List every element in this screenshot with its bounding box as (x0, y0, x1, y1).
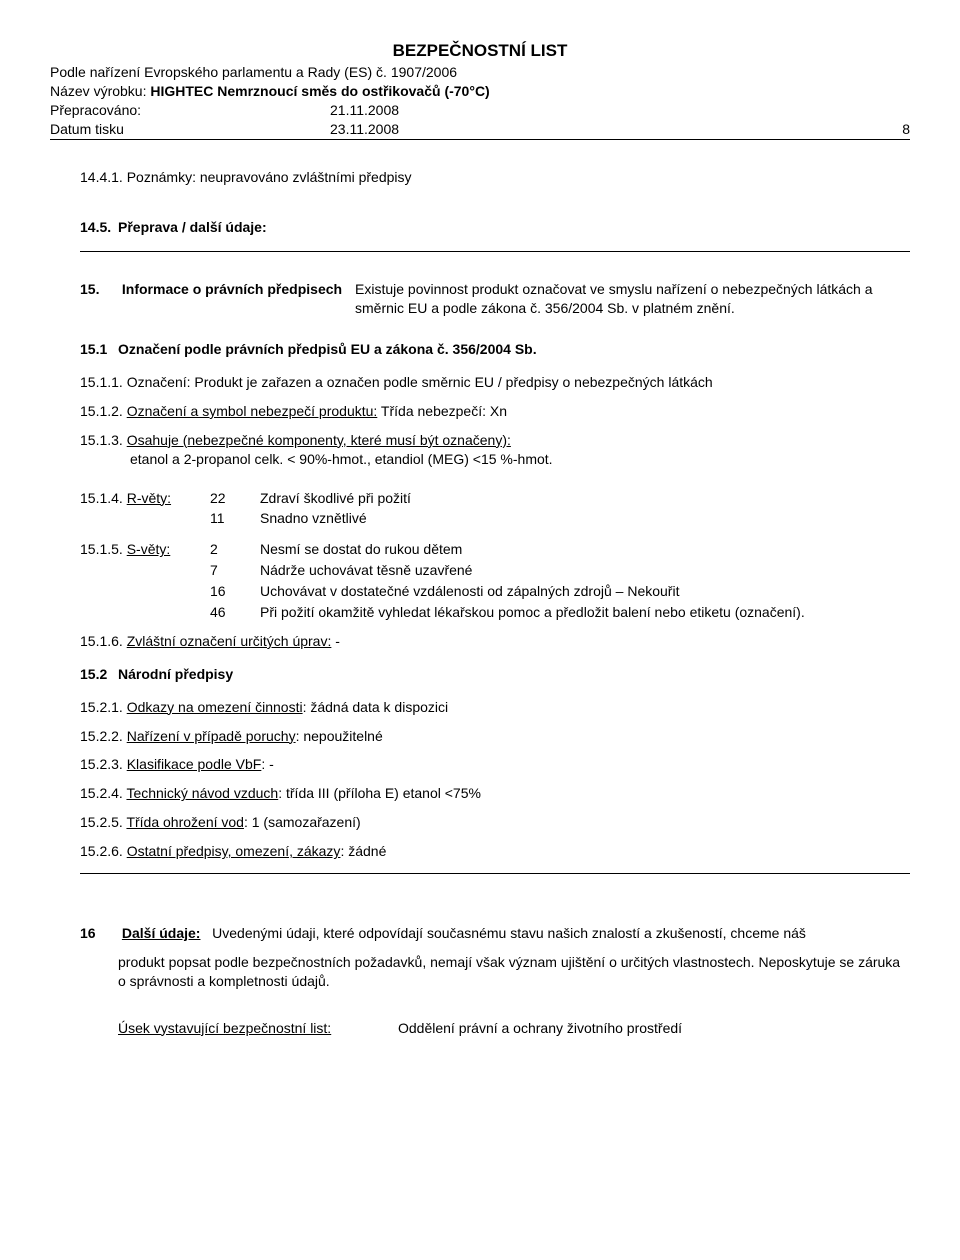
r-vety-block: 15.1.4. R-věty: 22 Zdraví škodlivé při p… (80, 489, 910, 529)
s-row-3-n: 46 (210, 603, 260, 622)
product-prefix: Název výrobku: (50, 83, 150, 99)
sec-15-1-3-u: Osahuje (nebezpečné komponenty, které mu… (127, 432, 511, 448)
sec-14-5: 14.5. Přeprava / další údaje: (80, 218, 910, 237)
r-prefix: 15.1.4. (80, 490, 127, 506)
doc-title: BEZPEČNOSTNÍ LIST (50, 40, 910, 63)
footer-row: Úsek vystavující bezpečnostní list: Oddě… (118, 1019, 910, 1038)
sec-15-1-2-prefix: 15.1.2. (80, 403, 127, 419)
footer-right: Oddělení právní a ochrany životního pros… (398, 1019, 910, 1038)
sec-14-4-1: 14.4.1. Poznámky: neupravováno zvláštním… (80, 168, 910, 187)
sec-15-body: Existuje povinnost produkt označovat ve … (355, 280, 910, 318)
document-header: BEZPEČNOSTNÍ LIST Podle nařízení Evropsk… (50, 40, 910, 140)
body-content: 14.4.1. Poznámky: neupravováno zvláštním… (80, 168, 910, 1038)
s-row-2-t: Uchovávat v dostatečné vzdálenosti od zá… (260, 582, 910, 601)
sec-15: 15. Informace o právních předpisech Exis… (80, 280, 910, 318)
sec-15-2-2: 15.2.2. Nařízení v případě poruchy: nepo… (80, 727, 910, 746)
sec-16: 16 Další údaje: Uvedenými údaji, které o… (80, 924, 910, 991)
s-row-1-n: 7 (210, 561, 260, 580)
r-row-0-n: 22 (210, 489, 260, 508)
s-vety-block: 15.1.5. S-věty: 2 Nesmí se dostat do ruk… (80, 540, 910, 622)
product-name: HIGHTEC Nemrznoucí směs do ostřikovačů (… (150, 83, 489, 99)
sec-15-2-1: 15.2.1. Odkazy na omezení činnosti: žádn… (80, 698, 910, 717)
sec-16-num: 16 (80, 924, 118, 943)
revised-label: Přepracováno: (50, 101, 330, 120)
sec-15-2-3: 15.2.3. Klasifikace podle VbF: - (80, 755, 910, 774)
sec-15-2-label: Národní předpisy (118, 665, 233, 684)
sec-15-1-6-tail: - (331, 633, 340, 649)
sec-15-1-3-body: etanol a 2-propanol celk. < 90%-hmot., e… (130, 450, 553, 469)
sec-15-1: 15.1 Označení podle právních předpisů EU… (80, 340, 910, 359)
print-label: Datum tisku (50, 120, 330, 139)
sec-15-1-6-prefix: 15.1.6. (80, 633, 127, 649)
sec-15-2-4: 15.2.4. Technický návod vzduch: třída II… (80, 784, 910, 803)
print-date: 23.11.2008 (330, 120, 610, 139)
revised-row: Přepracováno: 21.11.2008 (50, 101, 910, 120)
sec-15-2: 15.2 Národní předpisy (80, 665, 910, 684)
sec-16-label: Další údaje: (122, 925, 201, 941)
s-label: S-věty: (127, 541, 171, 557)
sec-14-4-1-text: Poznámky: neupravováno zvláštními předpi… (127, 169, 412, 185)
sec-15-1-2: 15.1.2. Označení a symbol nebezpečí prod… (80, 402, 910, 421)
sec-15-1-2-u: Označení a symbol nebezpečí produktu: (127, 403, 378, 419)
regulation-line: Podle nařízení Evropského parlamentu a R… (50, 63, 910, 82)
header-rule: Datum tisku 23.11.2008 8 (50, 120, 910, 140)
sec-14-5-num: 14.5. (80, 218, 118, 237)
r-row-1-t: Snadno vznětlivé (260, 509, 910, 528)
s-row-2-n: 16 (210, 582, 260, 601)
sec-15-1-2-tail: Třída nebezpečí: Xn (377, 403, 507, 419)
sec-15-2-5: 15.2.5. Třída ohrožení vod: 1 (samozařaz… (80, 813, 910, 832)
sec-15-1-6-u: Zvláštní označení určitých úprav: (127, 633, 332, 649)
s-prefix: 15.1.5. (80, 541, 127, 557)
revised-date: 21.11.2008 (330, 101, 610, 120)
footer-left: Úsek vystavující bezpečnostní list: (118, 1019, 398, 1038)
page-number: 8 (902, 120, 910, 139)
product-line: Název výrobku: HIGHTEC Nemrznoucí směs d… (50, 82, 910, 101)
sec-15-1-num: 15.1 (80, 340, 118, 359)
sec-15-1-6: 15.1.6. Zvláštní označení určitých úprav… (80, 632, 910, 651)
sec-15-1-3: 15.1.3. Osahuje (nebezpečné komponenty, … (80, 431, 910, 469)
sec-14-4-1-num: 14.4.1. (80, 169, 123, 185)
sec-15-1-1: 15.1.1. Označení: Produkt je zařazen a o… (80, 373, 910, 392)
sec-15-1-label: Označení podle právních předpisů EU a zá… (118, 340, 537, 359)
s-row-0-n: 2 (210, 540, 260, 559)
s-row-0-t: Nesmí se dostat do rukou dětem (260, 540, 910, 559)
r-row-1-n: 11 (210, 509, 260, 528)
sec-16-body-inline: Uvedenými údaji, které odpovídají součas… (212, 925, 806, 941)
sec-15-2-6: 15.2.6. Ostatní předpisy, omezení, zákaz… (80, 842, 910, 861)
sec-15-1-3-prefix: 15.1.3. (80, 432, 127, 448)
s-row-3-t: Při požití okamžitě vyhledat lékařskou p… (260, 603, 910, 622)
sec-15-num: 15. (80, 280, 118, 299)
divider-1 (80, 251, 910, 252)
sec-15-2-num: 15.2 (80, 665, 118, 684)
sec-15-label: Informace o právních předpisech (122, 281, 342, 297)
s-row-1-t: Nádrže uchovávat těsně uzavřené (260, 561, 910, 580)
sec-14-5-label: Přeprava / další údaje: (118, 218, 267, 237)
sec-16-body-cont: produkt popsat podle bezpečnostních poža… (118, 953, 910, 991)
r-label: R-věty: (127, 490, 171, 506)
r-row-0-t: Zdraví škodlivé při požití (260, 489, 910, 508)
divider-2 (80, 873, 910, 874)
